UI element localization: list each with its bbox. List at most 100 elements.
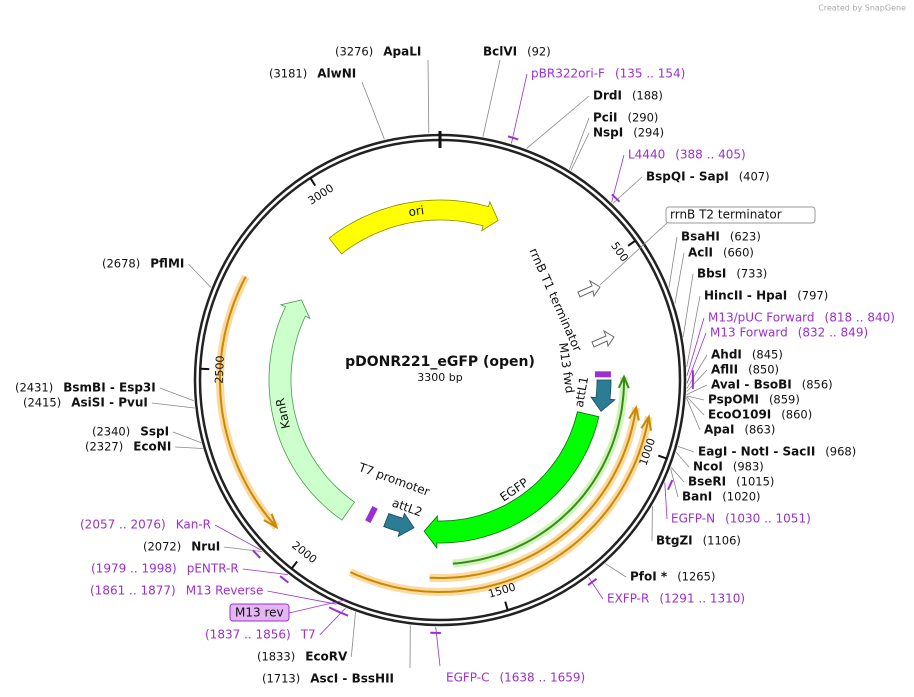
feature-arrowhead xyxy=(640,414,652,431)
site-position: (968) xyxy=(825,445,856,459)
site-name: SspI xyxy=(140,425,169,439)
leader-line xyxy=(482,59,501,137)
feature-box xyxy=(229,603,290,622)
primer-site xyxy=(252,549,261,559)
site-position: (850) xyxy=(748,363,779,377)
site-position: (2415) xyxy=(23,396,61,410)
leader-line xyxy=(686,369,708,392)
site-name: EcoNI xyxy=(133,440,171,454)
site-position: (1713) xyxy=(262,672,300,686)
primer-site xyxy=(507,135,519,141)
site-position: (860) xyxy=(781,408,812,422)
credit: Created by SnapGene xyxy=(818,4,906,13)
leader-line xyxy=(588,577,604,600)
primer-site xyxy=(611,193,621,203)
site-position: (863) xyxy=(744,423,775,437)
site-position: (388 .. 405) xyxy=(675,148,745,162)
site-name: BbsI xyxy=(697,267,726,281)
site-position: (1979 .. 1998) xyxy=(91,562,177,576)
site-position: (623) xyxy=(730,230,761,244)
site-name: T7 xyxy=(300,628,316,642)
site-position: (2340) xyxy=(92,425,130,439)
site-position: (1015) xyxy=(736,475,774,489)
feature-arc xyxy=(429,407,638,579)
leader-line xyxy=(677,446,695,453)
leader-line xyxy=(686,317,705,376)
site-position: (2431) xyxy=(15,381,53,395)
feature-arrow xyxy=(268,299,356,521)
site-position: (2678) xyxy=(102,257,140,271)
site-name: NcoI xyxy=(693,460,723,474)
leader-line xyxy=(670,468,679,498)
site-position: (135 .. 154) xyxy=(615,67,685,81)
feature-label: KanR xyxy=(273,397,293,430)
site-name: pENTR-R xyxy=(187,562,239,576)
site-name: BsmBI - Esp3I xyxy=(63,381,155,395)
leader-line xyxy=(668,236,678,288)
leader-line xyxy=(350,612,356,658)
site-position: (290) xyxy=(628,111,659,125)
feature-arc xyxy=(452,376,625,565)
ruler-label: 2500 xyxy=(213,355,227,384)
leader-line xyxy=(605,563,627,578)
site-name: PfoI * xyxy=(630,570,668,584)
feature-arrowhead xyxy=(628,405,640,421)
site-name: EXFP-R xyxy=(607,592,649,606)
site-position: (1638 .. 1659) xyxy=(499,671,585,685)
site-name: BclVI xyxy=(483,45,517,59)
site-name: AhdI xyxy=(711,348,742,362)
site-name: M13/pUC Forward xyxy=(708,311,815,325)
site-position: (1837 .. 1856) xyxy=(205,628,291,642)
site-name: BsaHI xyxy=(681,230,720,244)
site-name: AscI - BssHII xyxy=(310,672,394,686)
site-position: (188) xyxy=(632,89,663,103)
leader-line xyxy=(686,295,701,368)
site-name: EGFP-C xyxy=(446,671,489,685)
site-name: NspI xyxy=(593,126,623,140)
site-name: AsiSI - PvuI xyxy=(71,396,148,410)
ruler-tick xyxy=(627,239,636,247)
leader-line xyxy=(569,117,590,170)
site-name: AlwNI xyxy=(317,67,356,81)
leader-line xyxy=(686,384,708,395)
site-position: (845) xyxy=(752,348,783,362)
site-position: (1106) xyxy=(703,534,741,548)
site-name: Kan-R xyxy=(176,518,211,532)
feature-label: T7 promoter xyxy=(356,460,432,499)
site-position: (818 .. 840) xyxy=(825,311,895,325)
leader-line xyxy=(599,221,669,286)
feature-arrowhead xyxy=(617,374,630,389)
leader-line xyxy=(151,402,195,409)
primer-site xyxy=(587,578,598,586)
site-name: M13 Reverse xyxy=(186,584,264,598)
leader-line xyxy=(188,263,212,288)
primer-site xyxy=(594,371,611,378)
primer-site xyxy=(337,610,349,617)
leader-line xyxy=(686,395,705,401)
feature-arrow xyxy=(423,411,600,550)
leader-line xyxy=(675,451,690,468)
ruler-tick xyxy=(290,560,298,570)
feature-label: rrnB T1 terminator xyxy=(526,246,584,354)
leader-line xyxy=(242,568,288,575)
site-name: ApaI xyxy=(704,423,734,437)
site-position: (1265) xyxy=(677,570,715,584)
site-position: (294) xyxy=(633,126,664,140)
site-name: L4440 xyxy=(628,148,665,162)
primer-site xyxy=(365,506,378,524)
site-position: (407) xyxy=(739,170,770,184)
leader-line xyxy=(214,524,261,551)
feature-arc xyxy=(219,276,278,528)
site-name: BspQI - SapI xyxy=(646,170,729,184)
site-position: (859) xyxy=(769,393,800,407)
feature-arrow xyxy=(383,512,415,538)
feature-label: M13 rev xyxy=(235,606,284,620)
site-position: (1030 .. 1051) xyxy=(725,512,811,526)
site-position: (2072) xyxy=(143,540,181,554)
leader-line xyxy=(175,446,203,449)
site-name: DrdI xyxy=(593,89,622,103)
site-position: (3276) xyxy=(335,45,373,59)
map-length: 3300 bp xyxy=(417,371,462,384)
feature-box xyxy=(665,206,816,224)
